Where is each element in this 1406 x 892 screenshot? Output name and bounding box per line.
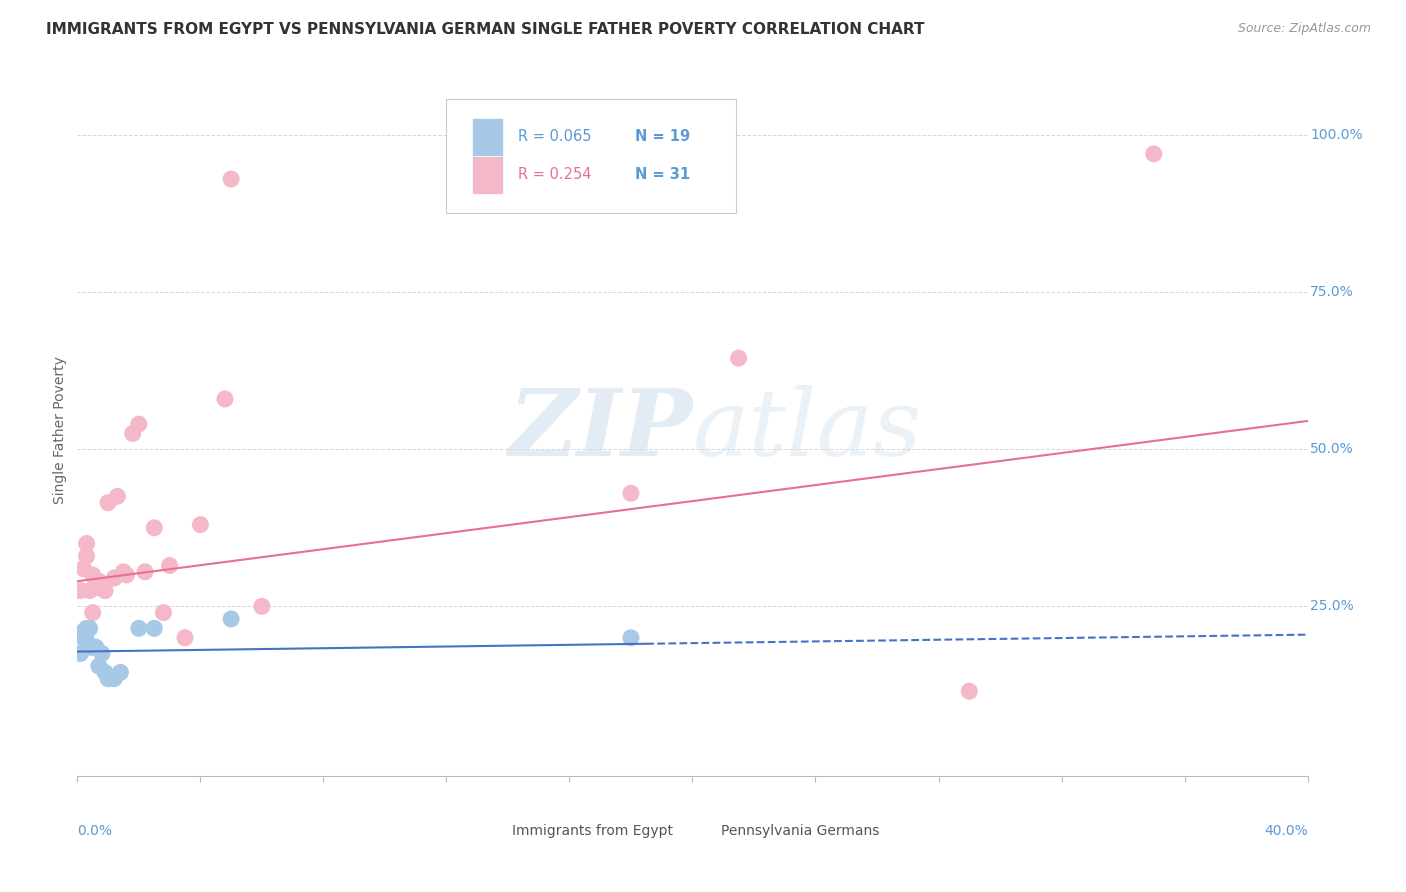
Point (110, 665, 132, 680)
Text: 25.0%: 25.0% (1310, 599, 1354, 614)
Point (128, 417, 150, 431)
Text: 0.0%: 0.0% (77, 824, 112, 838)
Point (105, 489, 128, 503)
Point (620, 631, 643, 645)
Point (121, 426, 143, 441)
Point (79, 640, 101, 655)
Point (94, 665, 117, 680)
Text: N = 31: N = 31 (634, 167, 690, 182)
Point (250, 599, 273, 614)
Point (143, 521, 166, 535)
Point (188, 517, 212, 532)
Point (72, 631, 94, 645)
Point (84, 581, 107, 595)
Text: N = 19: N = 19 (634, 129, 690, 145)
Point (72, 562, 94, 576)
Point (87, 659, 110, 673)
Point (112, 565, 135, 579)
Point (97, 496, 120, 510)
Point (79, 583, 101, 598)
Point (97, 672, 120, 686)
Point (82, 568, 104, 582)
Text: Pennsylvania Germans: Pennsylvania Germans (721, 824, 879, 838)
Point (69, 647, 91, 661)
FancyBboxPatch shape (447, 99, 735, 212)
Text: R = 0.065: R = 0.065 (517, 129, 592, 145)
FancyBboxPatch shape (477, 819, 505, 844)
Point (87, 574, 110, 589)
Point (72, 624, 94, 639)
Point (76, 536, 98, 550)
Text: 50.0%: 50.0% (1310, 442, 1354, 456)
Point (214, 392, 236, 406)
Point (143, 621, 166, 635)
Point (128, 621, 150, 635)
Point (115, 568, 138, 582)
Point (82, 606, 104, 620)
Point (82, 640, 104, 655)
Point (90, 577, 114, 591)
Point (134, 565, 156, 579)
Point (1143, 147, 1166, 161)
Text: 100.0%: 100.0% (1310, 128, 1362, 142)
Point (727, 351, 749, 365)
Text: R = 0.254: R = 0.254 (517, 167, 592, 182)
Point (69, 583, 91, 598)
Point (152, 606, 174, 620)
Point (76, 634, 98, 648)
Y-axis label: Single Father Poverty: Single Father Poverty (53, 357, 67, 504)
Point (957, 684, 980, 698)
Point (90, 647, 114, 661)
Point (103, 672, 125, 686)
Point (84, 640, 107, 655)
Point (159, 558, 181, 573)
Text: atlas: atlas (693, 385, 922, 475)
FancyBboxPatch shape (686, 819, 713, 844)
Point (79, 621, 101, 635)
FancyBboxPatch shape (472, 118, 503, 155)
Text: 75.0%: 75.0% (1310, 285, 1354, 299)
Point (219, 612, 242, 626)
FancyBboxPatch shape (472, 155, 503, 194)
Point (103, 571, 125, 585)
Point (76, 621, 98, 635)
Point (94, 583, 117, 598)
Text: Source: ZipAtlas.com: Source: ZipAtlas.com (1237, 22, 1371, 36)
Text: IMMIGRANTS FROM EGYPT VS PENNSYLVANIA GERMAN SINGLE FATHER POVERTY CORRELATION C: IMMIGRANTS FROM EGYPT VS PENNSYLVANIA GE… (46, 22, 925, 37)
Point (76, 549, 98, 563)
Text: 40.0%: 40.0% (1264, 824, 1308, 838)
Text: Immigrants from Egypt: Immigrants from Egypt (512, 824, 672, 838)
Point (219, 172, 242, 186)
Point (174, 631, 197, 645)
Point (620, 486, 643, 500)
Text: ZIP: ZIP (508, 385, 693, 475)
